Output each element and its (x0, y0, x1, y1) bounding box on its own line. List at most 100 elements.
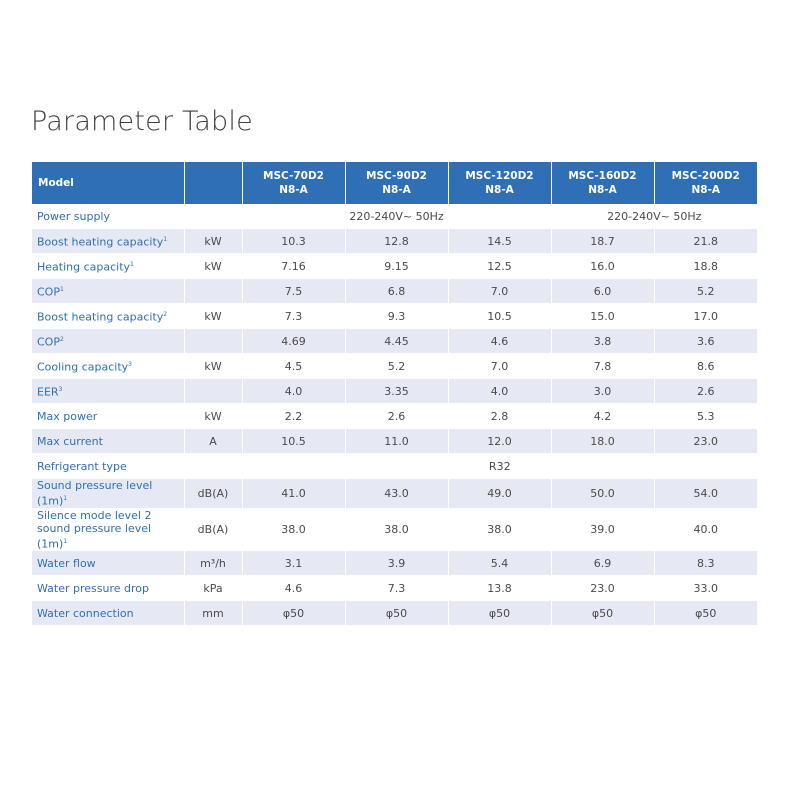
table-row: Cooling capacity3 kW 4.5 5.2 7.0 7.8 8.6 (32, 353, 757, 379)
param-name: Boost heating capacity1 (32, 228, 185, 254)
header-model-4: MSC-160D2 N8-A (551, 162, 655, 204)
merged-value: 220-240V~ 50Hz (551, 204, 757, 229)
footnote-marker: 3 (58, 386, 63, 394)
value-cell: 5.3 (654, 403, 757, 429)
parameter-table: Model MSC-70D2 N8-A MSC-90D2 N8-A MSC-120D… (32, 162, 757, 627)
param-name: Water pressure drop (32, 575, 185, 602)
value-cell: 49.0 (448, 478, 552, 509)
value-cell: 38.0 (345, 508, 449, 552)
merged-value: R32 (242, 453, 757, 479)
value-cell: φ50 (551, 600, 655, 627)
value-cell: 18.8 (654, 253, 757, 279)
value-cell: 8.3 (654, 550, 757, 577)
param-name: Max current (32, 428, 185, 454)
header-model-5: MSC-200D2 N8-A (654, 162, 757, 204)
value-cell: 3.8 (551, 328, 655, 354)
value-cell: 7.0 (448, 278, 552, 304)
value-cell: 38.0 (448, 508, 552, 552)
table-row: Boost heating capacity2 kW 7.3 9.3 10.5 15.0 1… (32, 303, 757, 329)
header-model: Model (32, 162, 185, 204)
value-cell: 15.0 (551, 303, 655, 329)
footnote-marker: 1 (163, 236, 168, 244)
value-cell: 4.69 (242, 328, 346, 354)
param-name: Water flow (32, 550, 185, 577)
table-header: Model MSC-70D2 N8-A MSC-90D2 N8-A MSC-120D… (32, 162, 757, 204)
value-cell: 7.5 (242, 278, 346, 304)
value-cell: 6.0 (551, 278, 655, 304)
value-cell: 2.8 (448, 403, 552, 429)
param-name: EER3 (32, 378, 185, 404)
value-cell: 12.5 (448, 253, 552, 279)
table-row: EER3 4.0 3.35 4.0 3.0 2.6 (32, 378, 757, 404)
value-cell: 6.8 (345, 278, 449, 304)
footnote-marker: 2 (163, 311, 168, 319)
param-name: COP1 (32, 278, 185, 304)
header-unit (184, 162, 243, 204)
table-row: COP1 7.5 6.8 7.0 6.0 5.2 (32, 278, 757, 304)
value-cell: 13.8 (448, 575, 552, 602)
table-row: Water pressure drop kPa 4.6 7.3 13.8 23.0 33.0 (32, 575, 757, 602)
header-model-3: MSC-120D2 N8-A (448, 162, 552, 204)
table-row: Refrigerant type R32 (32, 453, 757, 479)
value-cell: 4.6 (448, 328, 552, 354)
param-unit: kPa (184, 575, 243, 602)
value-cell: 10.5 (448, 303, 552, 329)
value-cell: 10.5 (242, 428, 346, 454)
param-unit: kW (184, 228, 243, 254)
footnote-marker: 1 (59, 286, 64, 294)
value-cell: φ50 (448, 600, 552, 627)
value-cell: 7.3 (242, 303, 346, 329)
param-unit: dB(A) (184, 508, 243, 552)
param-unit: dB(A) (184, 478, 243, 509)
param-unit: kW (184, 403, 243, 429)
value-cell: 7.8 (551, 353, 655, 379)
table-row: Boost heating capacity1 kW 10.3 12.8 14.5 18.… (32, 228, 757, 254)
value-cell: 39.0 (551, 508, 655, 552)
value-cell: 5.4 (448, 550, 552, 577)
param-name: Silence mode level 2 sound pressure leve… (32, 508, 185, 552)
value-cell: 14.5 (448, 228, 552, 254)
param-name: Refrigerant type (32, 453, 185, 479)
table-row: Silence mode level 2 sound pressure leve… (32, 508, 757, 552)
param-name: Heating capacity1 (32, 253, 185, 279)
param-unit (184, 378, 243, 404)
value-cell: 18.7 (551, 228, 655, 254)
param-name: Cooling capacity3 (32, 353, 185, 379)
value-cell: 33.0 (654, 575, 757, 602)
value-cell: φ50 (345, 600, 449, 627)
param-unit: A (184, 428, 243, 454)
value-cell: 9.15 (345, 253, 449, 279)
table-row: Max power kW 2.2 2.6 2.8 4.2 5.3 (32, 403, 757, 429)
value-cell: 3.35 (345, 378, 449, 404)
param-name: Water connection (32, 600, 185, 627)
param-unit (184, 204, 243, 229)
table-row: Power supply 220-240V~ 50Hz 220-240V~ 50Hz (32, 204, 757, 229)
footnote-marker: 1 (63, 495, 68, 502)
param-name: Sound pressure level (1m)1 (32, 478, 185, 509)
value-cell: 23.0 (551, 575, 655, 602)
table-row: Sound pressure level (1m)1 dB(A) 41.0 43.0 4… (32, 478, 757, 509)
value-cell: 11.0 (345, 428, 449, 454)
value-cell: 54.0 (654, 478, 757, 509)
param-unit: m³/h (184, 550, 243, 577)
value-cell: 2.6 (654, 378, 757, 404)
value-cell: 6.9 (551, 550, 655, 577)
value-cell: 21.8 (654, 228, 757, 254)
value-cell: 43.0 (345, 478, 449, 509)
value-cell: 8.6 (654, 353, 757, 379)
param-name: Boost heating capacity2 (32, 303, 185, 329)
table-row: COP2 4.69 4.45 4.6 3.8 3.6 (32, 328, 757, 354)
value-cell: 7.0 (448, 353, 552, 379)
header-model-1: MSC-70D2 N8-A (242, 162, 346, 204)
value-cell: 7.16 (242, 253, 346, 279)
table-row: Water flow m³/h 3.1 3.9 5.4 6.9 8.3 (32, 550, 757, 577)
value-cell: 4.0 (448, 378, 552, 404)
value-cell: 2.6 (345, 403, 449, 429)
param-unit: mm (184, 600, 243, 627)
value-cell: 9.3 (345, 303, 449, 329)
value-cell: 16.0 (551, 253, 655, 279)
param-name: COP2 (32, 328, 185, 354)
value-cell: 4.6 (242, 575, 346, 602)
table-row: Water connection mm φ50 φ50 φ50 φ50 φ50 (32, 600, 757, 627)
header-model-2: MSC-90D2 N8-A (345, 162, 449, 204)
